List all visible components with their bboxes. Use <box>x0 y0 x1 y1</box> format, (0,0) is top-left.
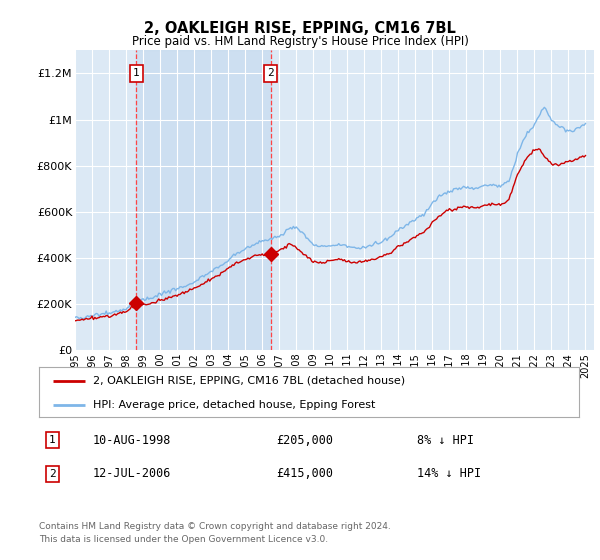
Text: Price paid vs. HM Land Registry's House Price Index (HPI): Price paid vs. HM Land Registry's House … <box>131 35 469 48</box>
Text: £415,000: £415,000 <box>277 467 334 480</box>
Text: Contains HM Land Registry data © Crown copyright and database right 2024.
This d: Contains HM Land Registry data © Crown c… <box>39 522 391 544</box>
Text: 2: 2 <box>49 469 56 479</box>
Text: 2, OAKLEIGH RISE, EPPING, CM16 7BL: 2, OAKLEIGH RISE, EPPING, CM16 7BL <box>144 21 456 36</box>
Bar <box>136 50 271 350</box>
Text: 12-JUL-2006: 12-JUL-2006 <box>93 467 172 480</box>
Text: 14% ↓ HPI: 14% ↓ HPI <box>417 467 481 480</box>
Text: £205,000: £205,000 <box>277 433 334 446</box>
Text: 1: 1 <box>133 68 140 78</box>
Text: 1: 1 <box>49 435 56 445</box>
Text: 10-AUG-1998: 10-AUG-1998 <box>93 433 172 446</box>
Text: HPI: Average price, detached house, Epping Forest: HPI: Average price, detached house, Eppi… <box>93 400 376 409</box>
Text: 8% ↓ HPI: 8% ↓ HPI <box>417 433 474 446</box>
Text: 2, OAKLEIGH RISE, EPPING, CM16 7BL (detached house): 2, OAKLEIGH RISE, EPPING, CM16 7BL (deta… <box>93 376 405 386</box>
Text: 2: 2 <box>268 68 274 78</box>
